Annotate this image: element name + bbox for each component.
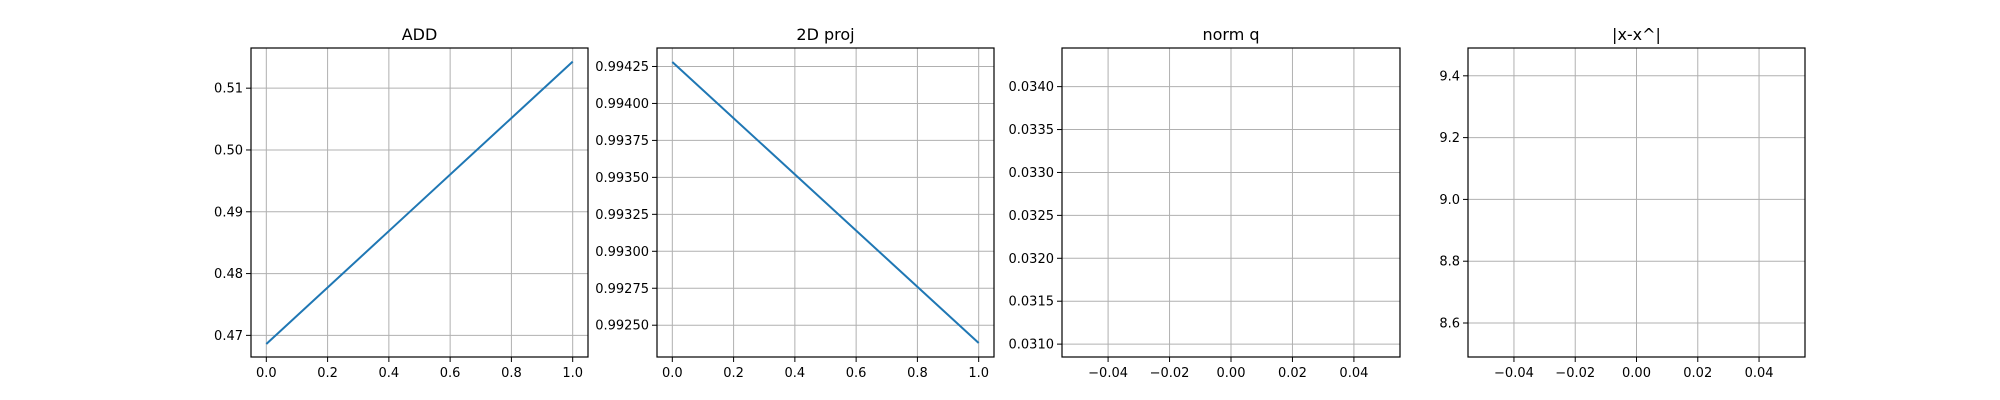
plot-frame: [656, 47, 995, 358]
y-tick-label: 0.49: [214, 205, 243, 220]
y-tick-label: 0.0325: [1009, 209, 1055, 224]
x-tick-label: 0.02: [1683, 366, 1712, 381]
y-tick-label: 0.47: [214, 329, 243, 344]
x-tick-label: 0.4: [785, 366, 806, 381]
x-tick-label: −0.02: [1555, 366, 1595, 381]
subplot-3: −0.04 −0.02 0.00 0.02 0.04 0.0310 0.0315 0.0320…: [1009, 25, 1401, 381]
y-tick-label: 0.0315: [1009, 295, 1055, 310]
y-tick-label: 0.0330: [1009, 166, 1055, 181]
x-tick-label: −0.04: [1494, 366, 1534, 381]
y-tick-label: 0.99400: [595, 97, 649, 112]
x-tick-label: 0.0: [662, 366, 683, 381]
y-tick-label: 0.99350: [595, 171, 649, 186]
y-tick-label: 0.99425: [595, 60, 649, 75]
y-tick-label: 8.6: [1439, 317, 1460, 332]
x-tick-label: 1.0: [968, 366, 989, 381]
y-tick-label: 0.99375: [595, 134, 649, 149]
x-tick-label: 0.0: [256, 366, 277, 381]
y-tick-label: 0.99300: [595, 245, 649, 260]
subplot-title: |x-x^|: [1612, 25, 1661, 44]
x-tick-label: 0.2: [317, 366, 338, 381]
y-tick-label: 9.0: [1439, 193, 1460, 208]
subplot-title: 2D proj: [796, 25, 854, 44]
x-tick-label: −0.02: [1150, 366, 1190, 381]
x-tick-label: 0.2: [723, 366, 744, 381]
y-tick-label: 0.0310: [1009, 338, 1055, 353]
subplot-title: norm q: [1202, 25, 1259, 44]
subplot-4: −0.04 −0.02 0.00 0.02 0.04 8.6 8.8 9.0 9.2 9.4 |x-…: [1439, 25, 1806, 381]
x-tick-label: 0.02: [1278, 366, 1307, 381]
subplot-1: 0.0 0.2 0.4 0.6 0.8 1.0 0.47 0.48 0.49 0.50 0.51 AD…: [214, 25, 589, 381]
y-tick-label: 0.50: [214, 143, 243, 158]
x-tick-label: 0.8: [907, 366, 928, 381]
y-tick-label: 0.48: [214, 267, 243, 282]
y-tick-label: 0.99325: [595, 208, 649, 223]
y-tick-label: 0.99250: [595, 319, 649, 334]
x-tick-label: 0.6: [846, 366, 867, 381]
x-tick-label: 1.0: [562, 366, 583, 381]
y-tick-label: 0.0335: [1009, 123, 1055, 138]
subplot-title: ADD: [402, 25, 438, 44]
y-tick-label: 0.99275: [595, 282, 649, 297]
series-line-0: [265, 60, 574, 345]
x-tick-label: 0.04: [1339, 366, 1368, 381]
series-line-0: [671, 61, 980, 344]
y-tick-label: 8.8: [1439, 255, 1460, 270]
x-tick-label: 0.00: [1622, 366, 1651, 381]
x-tick-label: 0.00: [1217, 366, 1246, 381]
subplot-2: 0.0 0.2 0.4 0.6 0.8 1.0 0.99250 0.99275 0.99300 0…: [595, 25, 995, 381]
x-tick-label: 0.6: [440, 366, 461, 381]
y-tick-label: 9.2: [1439, 131, 1460, 146]
plot-frame: [250, 47, 589, 358]
x-tick-label: 0.8: [501, 366, 522, 381]
y-tick-label: 0.51: [214, 82, 243, 97]
x-tick-label: −0.04: [1088, 366, 1128, 381]
x-tick-label: 0.4: [379, 366, 400, 381]
y-tick-label: 9.4: [1439, 69, 1460, 84]
x-tick-label: 0.04: [1745, 366, 1774, 381]
y-tick-label: 0.0340: [1009, 80, 1055, 95]
y-tick-label: 0.0320: [1009, 252, 1055, 267]
